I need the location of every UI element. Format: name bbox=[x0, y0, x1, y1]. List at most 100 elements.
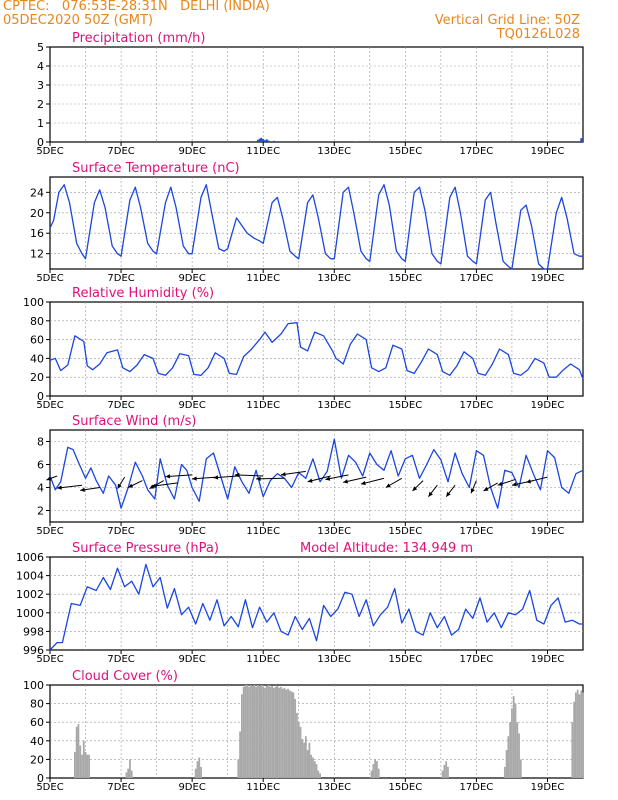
bar bbox=[576, 689, 579, 778]
bar bbox=[79, 745, 82, 778]
wind-vector-head bbox=[151, 483, 157, 488]
bar bbox=[505, 750, 508, 778]
wind-vector-head bbox=[280, 472, 286, 477]
wind-vector-head bbox=[526, 479, 532, 484]
bar bbox=[287, 688, 289, 778]
bar bbox=[251, 685, 254, 778]
wind-vector-head bbox=[213, 475, 219, 480]
bar bbox=[370, 770, 373, 778]
wind-vector-head bbox=[128, 483, 134, 488]
bar bbox=[290, 691, 293, 778]
y-tick-label: 2 bbox=[37, 98, 44, 111]
x-tick-label: 15DEC bbox=[388, 400, 422, 411]
bar bbox=[285, 689, 288, 778]
bar bbox=[260, 137, 263, 142]
bar bbox=[130, 770, 133, 778]
bar bbox=[262, 686, 265, 778]
x-tick-label: 7DEC bbox=[107, 782, 134, 793]
bar bbox=[265, 139, 268, 142]
x-tick-label: 15DEC bbox=[388, 782, 422, 793]
x-tick-label: 11DEC bbox=[246, 400, 280, 411]
bar bbox=[315, 764, 318, 778]
bar bbox=[288, 690, 291, 778]
y-tick-label: 3 bbox=[37, 79, 44, 92]
bar bbox=[127, 768, 130, 778]
bar bbox=[88, 754, 90, 778]
bar bbox=[276, 685, 279, 778]
bar bbox=[269, 686, 272, 778]
wind-vector-head bbox=[256, 476, 261, 481]
x-tick-label: 15DEC bbox=[388, 273, 422, 284]
wind-vector-head bbox=[46, 476, 52, 481]
bar bbox=[296, 712, 298, 778]
y-tick-label: 12 bbox=[30, 248, 44, 261]
wind-vector-head bbox=[57, 485, 62, 490]
x-tick-label: 7DEC bbox=[107, 146, 134, 157]
x-tick-label: 5DEC bbox=[36, 782, 63, 793]
y-tick-label: 100 bbox=[23, 296, 44, 309]
bar bbox=[374, 759, 377, 778]
y-tick-label: 80 bbox=[30, 698, 44, 711]
wind-vector-head bbox=[497, 481, 503, 486]
wind-vector bbox=[256, 477, 285, 480]
bar bbox=[514, 703, 517, 778]
wind-vector-head bbox=[483, 486, 489, 491]
bar bbox=[244, 685, 247, 778]
bar bbox=[267, 685, 270, 778]
x-tick-label: 7DEC bbox=[107, 400, 134, 411]
panel-title: Surface Pressure (hPa) bbox=[72, 541, 219, 556]
bar bbox=[303, 742, 305, 778]
x-tick-label: 9DEC bbox=[178, 526, 205, 537]
y-tick-label: 1006 bbox=[16, 551, 44, 564]
bar bbox=[265, 685, 268, 778]
bar bbox=[573, 701, 576, 778]
bar bbox=[354, 141, 357, 142]
x-tick-label: 19DEC bbox=[531, 782, 565, 793]
bar bbox=[519, 759, 522, 778]
wind-vector-head bbox=[412, 486, 418, 491]
x-tick-label: 17DEC bbox=[460, 654, 494, 665]
bar bbox=[246, 685, 249, 778]
wind-vector-head bbox=[385, 483, 391, 488]
bar bbox=[301, 738, 304, 778]
bar bbox=[299, 726, 302, 778]
wind-vector bbox=[234, 474, 264, 477]
wind-vector-head bbox=[343, 479, 349, 484]
bar bbox=[445, 761, 448, 778]
bar bbox=[125, 772, 128, 778]
bar bbox=[313, 761, 316, 778]
bar bbox=[292, 692, 295, 778]
series-line bbox=[49, 184, 583, 270]
plot-frame bbox=[49, 556, 584, 651]
wind-vector-head bbox=[192, 476, 197, 481]
x-tick-label: 13DEC bbox=[317, 526, 351, 537]
bar bbox=[281, 688, 284, 778]
bar bbox=[516, 722, 519, 778]
x-tick-label: 11DEC bbox=[246, 782, 280, 793]
x-tick-label: 9DEC bbox=[178, 400, 205, 411]
bar bbox=[377, 768, 380, 778]
plot-frame bbox=[49, 429, 584, 523]
bar bbox=[260, 685, 263, 778]
bar bbox=[255, 686, 257, 778]
bar bbox=[198, 757, 201, 778]
y-tick-label: 1004 bbox=[16, 570, 44, 583]
x-tick-label: 17DEC bbox=[460, 526, 494, 537]
bar bbox=[310, 754, 313, 778]
bar bbox=[575, 692, 577, 778]
bar bbox=[447, 766, 449, 778]
panel-1: 0 1 2 3 4 5 5DEC 7DEC 9DEC 11DEC 13DEC 15DEC 17DEC 19… bbox=[36, 31, 584, 157]
bar bbox=[503, 766, 506, 778]
wind-vector-head bbox=[511, 482, 517, 487]
panel-3: 0 20 40 60 80 100 5DEC 7DEC 9DEC 11DEC 13DEC 15DEC 1… bbox=[23, 286, 584, 411]
bar bbox=[441, 770, 444, 778]
bar bbox=[294, 698, 297, 778]
bar bbox=[242, 686, 245, 778]
bar bbox=[308, 742, 311, 778]
bar bbox=[512, 696, 515, 778]
x-tick-label: 7DEC bbox=[107, 273, 134, 284]
bar bbox=[297, 722, 300, 778]
bar bbox=[237, 759, 240, 778]
x-tick-label: 19DEC bbox=[531, 273, 565, 284]
wind-vector-head bbox=[165, 474, 171, 479]
